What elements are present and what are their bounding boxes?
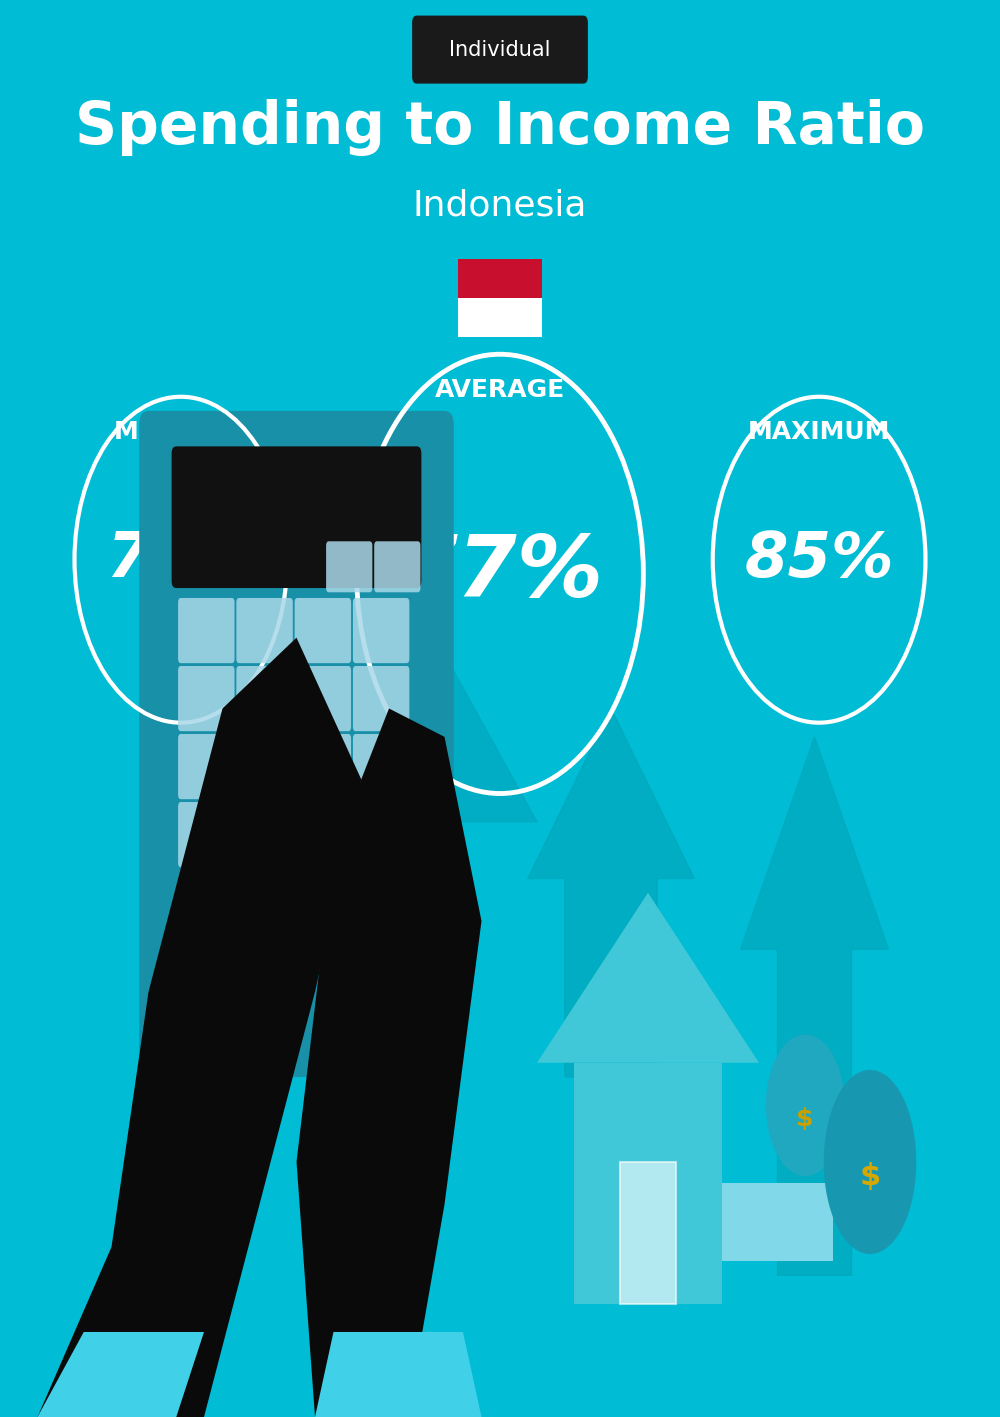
Text: 77%: 77% <box>397 533 603 615</box>
Text: AVERAGE: AVERAGE <box>435 378 565 401</box>
FancyBboxPatch shape <box>178 802 235 867</box>
Text: $: $ <box>859 1162 881 1190</box>
Text: $: $ <box>796 1108 814 1131</box>
Polygon shape <box>537 893 759 1063</box>
FancyBboxPatch shape <box>295 802 351 867</box>
FancyBboxPatch shape <box>295 734 351 799</box>
Text: Indonesia: Indonesia <box>413 188 587 222</box>
FancyBboxPatch shape <box>139 411 454 1077</box>
Polygon shape <box>37 638 361 1417</box>
Text: MAXIMUM: MAXIMUM <box>748 421 890 444</box>
Text: MINIMUM: MINIMUM <box>114 421 248 444</box>
FancyBboxPatch shape <box>458 259 542 298</box>
Polygon shape <box>574 1063 722 1304</box>
FancyBboxPatch shape <box>353 802 409 867</box>
FancyBboxPatch shape <box>178 666 235 731</box>
FancyBboxPatch shape <box>236 802 293 867</box>
FancyBboxPatch shape <box>353 598 409 663</box>
Polygon shape <box>296 708 482 1417</box>
FancyBboxPatch shape <box>353 666 409 731</box>
FancyBboxPatch shape <box>620 1162 676 1304</box>
FancyBboxPatch shape <box>326 541 372 592</box>
FancyBboxPatch shape <box>236 734 293 799</box>
Polygon shape <box>740 737 888 1275</box>
FancyBboxPatch shape <box>172 446 421 588</box>
Polygon shape <box>334 638 537 822</box>
FancyBboxPatch shape <box>178 734 235 799</box>
FancyBboxPatch shape <box>412 16 588 84</box>
FancyBboxPatch shape <box>458 298 542 337</box>
Ellipse shape <box>824 1070 916 1254</box>
Text: Individual: Individual <box>449 40 551 60</box>
FancyBboxPatch shape <box>374 541 420 592</box>
Polygon shape <box>315 1332 482 1417</box>
FancyBboxPatch shape <box>178 598 235 663</box>
Ellipse shape <box>766 1034 845 1176</box>
FancyBboxPatch shape <box>722 1183 833 1261</box>
FancyBboxPatch shape <box>236 666 293 731</box>
FancyBboxPatch shape <box>295 598 351 663</box>
Polygon shape <box>37 1332 204 1417</box>
Text: 70%: 70% <box>106 530 256 589</box>
FancyBboxPatch shape <box>295 666 351 731</box>
Polygon shape <box>528 708 694 1077</box>
FancyBboxPatch shape <box>353 734 409 799</box>
Text: 85%: 85% <box>744 530 894 589</box>
Text: Spending to Income Ratio: Spending to Income Ratio <box>75 99 925 156</box>
FancyBboxPatch shape <box>236 598 293 663</box>
